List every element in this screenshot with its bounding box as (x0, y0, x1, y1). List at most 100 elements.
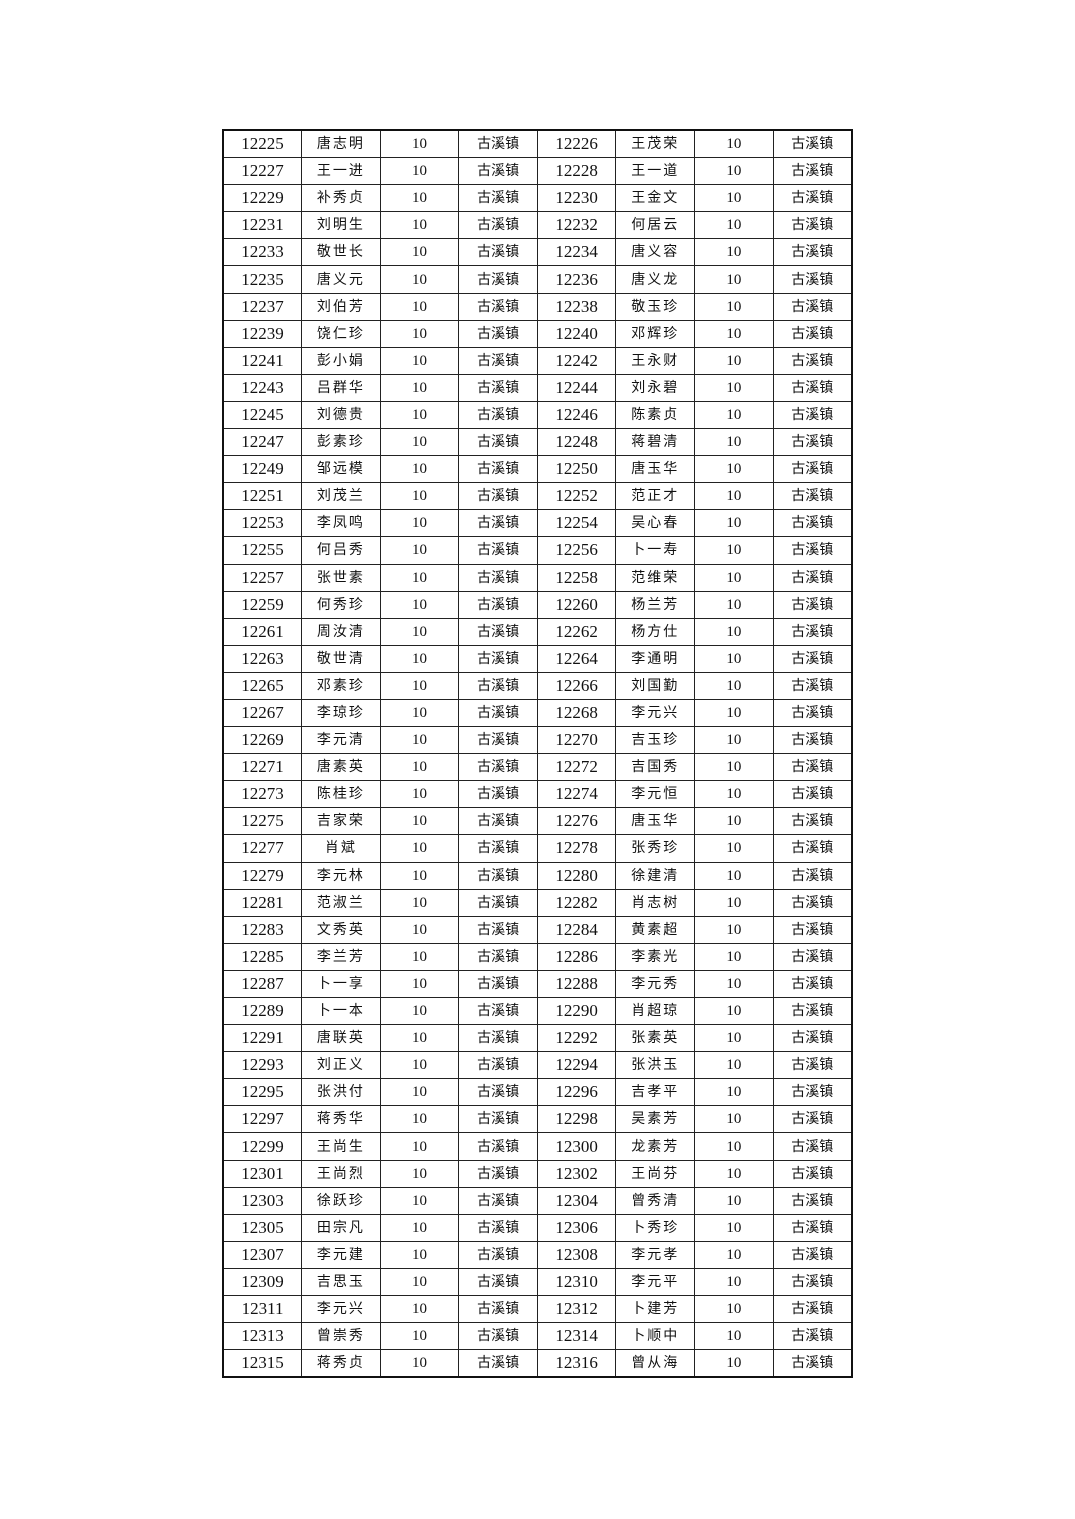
person-name-cell: 何秀珍 (301, 590, 381, 619)
record-id-cell: 12308 (536, 1240, 617, 1269)
table-row: 12271 唐素英 10 古溪镇 12272 吉国秀 10 古溪镇 (222, 753, 853, 782)
amount-cell: 10 (379, 644, 460, 673)
amount-cell: 10 (694, 184, 774, 213)
person-name-cell: 李元林 (301, 861, 381, 890)
town-cell: 古溪镇 (458, 617, 538, 646)
town-cell: 古溪镇 (458, 373, 538, 402)
town-cell: 古溪镇 (772, 861, 853, 890)
person-name-cell: 张世素 (301, 563, 381, 592)
town-cell: 古溪镇 (772, 969, 853, 999)
town-cell: 古溪镇 (458, 1267, 538, 1297)
record-id-cell: 12242 (536, 346, 617, 375)
record-id-cell: 12239 (222, 319, 303, 348)
table-row: 12231 刘明生 10 古溪镇 12232 何居云 10 古溪镇 (222, 211, 853, 240)
person-name-cell: 卜秀珍 (615, 1213, 696, 1242)
table-row: 12283 文秀英 10 古溪镇 12284 黄素超 10 古溪镇 (222, 915, 853, 944)
person-name-cell: 唐义元 (301, 265, 381, 294)
town-cell: 古溪镇 (772, 536, 853, 565)
table-row: 12227 王一进 10 古溪镇 12228 王一道 10 古溪镇 (222, 157, 853, 186)
town-cell: 古溪镇 (772, 1132, 853, 1161)
town-cell: 古溪镇 (458, 1132, 538, 1161)
amount-cell: 10 (694, 1240, 774, 1269)
town-cell: 古溪镇 (458, 157, 538, 186)
record-id-cell: 12247 (222, 428, 303, 457)
record-id-cell: 12304 (536, 1186, 617, 1215)
town-cell: 古溪镇 (458, 455, 538, 484)
person-name-cell: 王永财 (615, 346, 696, 375)
table-row: 12309 吉思玉 10 古溪镇 12310 李元平 10 古溪镇 (222, 1267, 853, 1297)
table-row: 12251 刘茂兰 10 古溪镇 12252 范正才 10 古溪镇 (222, 482, 853, 511)
person-name-cell: 徐跃珍 (301, 1186, 381, 1215)
record-id-cell: 12316 (536, 1349, 617, 1378)
record-id-cell: 12261 (222, 617, 303, 646)
person-name-cell: 张洪付 (301, 1078, 381, 1107)
amount-cell: 10 (379, 1322, 460, 1351)
person-name-cell: 王一进 (301, 157, 381, 186)
record-id-cell: 12290 (536, 996, 617, 1026)
town-cell: 古溪镇 (458, 1024, 538, 1053)
record-id-cell: 12284 (536, 915, 617, 944)
record-id-cell: 12232 (536, 211, 617, 240)
record-id-cell: 12315 (222, 1349, 303, 1378)
record-id-cell: 12281 (222, 888, 303, 917)
record-id-cell: 12301 (222, 1159, 303, 1188)
town-cell: 古溪镇 (458, 1051, 538, 1080)
town-cell: 古溪镇 (458, 129, 538, 159)
table-row: 12299 王尚生 10 古溪镇 12300 龙素芳 10 古溪镇 (222, 1132, 853, 1161)
amount-cell: 10 (694, 292, 774, 321)
town-cell: 古溪镇 (772, 1295, 853, 1324)
table-row: 12275 吉家荣 10 古溪镇 12276 唐玉华 10 古溪镇 (222, 807, 853, 836)
person-name-cell: 张秀珍 (615, 834, 696, 863)
person-name-cell: 周汝清 (301, 617, 381, 646)
record-id-cell: 12295 (222, 1078, 303, 1107)
amount-cell: 10 (694, 888, 774, 917)
town-cell: 古溪镇 (458, 996, 538, 1026)
amount-cell: 10 (379, 1078, 460, 1107)
amount-cell: 10 (694, 1213, 774, 1242)
town-cell: 古溪镇 (458, 292, 538, 321)
amount-cell: 10 (379, 157, 460, 186)
amount-cell: 10 (379, 969, 460, 999)
record-id-cell: 12241 (222, 346, 303, 375)
table-row: 12291 唐联英 10 古溪镇 12292 张素英 10 古溪镇 (222, 1024, 853, 1053)
town-cell: 古溪镇 (458, 1349, 538, 1378)
town-cell: 古溪镇 (772, 184, 853, 213)
town-cell: 古溪镇 (458, 319, 538, 348)
record-id-cell: 12292 (536, 1024, 617, 1053)
table-row: 12315 蒋秀贞 10 古溪镇 12316 曾从海 10 古溪镇 (222, 1349, 853, 1378)
table-row: 12307 李元建 10 古溪镇 12308 李元孝 10 古溪镇 (222, 1240, 853, 1269)
record-id-cell: 12303 (222, 1186, 303, 1215)
amount-cell: 10 (694, 373, 774, 402)
town-cell: 古溪镇 (458, 861, 538, 890)
person-name-cell: 范维荣 (615, 563, 696, 592)
table-row: 12313 曾崇秀 10 古溪镇 12314 卜顺中 10 古溪镇 (222, 1322, 853, 1351)
table-row: 12253 李凤鸣 10 古溪镇 12254 吴心春 10 古溪镇 (222, 509, 853, 538)
record-id-cell: 12305 (222, 1213, 303, 1242)
person-name-cell: 李元兴 (615, 698, 696, 728)
table-row: 12289 卜一本 10 古溪镇 12290 肖超琼 10 古溪镇 (222, 996, 853, 1026)
amount-cell: 10 (694, 780, 774, 809)
town-cell: 古溪镇 (772, 1322, 853, 1351)
person-name-cell: 蒋碧清 (615, 428, 696, 457)
person-name-cell: 卜一本 (301, 996, 381, 1026)
roster-table: 12225 唐志明 10 古溪镇 12226 王茂荣 10 古溪镇 12227 王一进 10 古溪镇 1… (222, 129, 853, 1379)
record-id-cell: 12263 (222, 644, 303, 673)
town-cell: 古溪镇 (772, 1159, 853, 1188)
table-row: 12243 吕群华 10 古溪镇 12244 刘永碧 10 古溪镇 (222, 373, 853, 402)
person-name-cell: 敬世长 (301, 238, 381, 267)
record-id-cell: 12225 (222, 129, 303, 159)
record-id-cell: 12291 (222, 1024, 303, 1053)
record-id-cell: 12235 (222, 265, 303, 294)
person-name-cell: 彭小娟 (301, 346, 381, 375)
town-cell: 古溪镇 (458, 780, 538, 809)
town-cell: 古溪镇 (772, 482, 853, 511)
town-cell: 古溪镇 (772, 1051, 853, 1080)
town-cell: 古溪镇 (772, 563, 853, 592)
amount-cell: 10 (379, 509, 460, 538)
table-row: 12293 刘正义 10 古溪镇 12294 张洪玉 10 古溪镇 (222, 1051, 853, 1080)
person-name-cell: 王尚生 (301, 1132, 381, 1161)
town-cell: 古溪镇 (458, 428, 538, 457)
town-cell: 古溪镇 (772, 1213, 853, 1242)
amount-cell: 10 (379, 996, 460, 1026)
town-cell: 古溪镇 (458, 969, 538, 999)
